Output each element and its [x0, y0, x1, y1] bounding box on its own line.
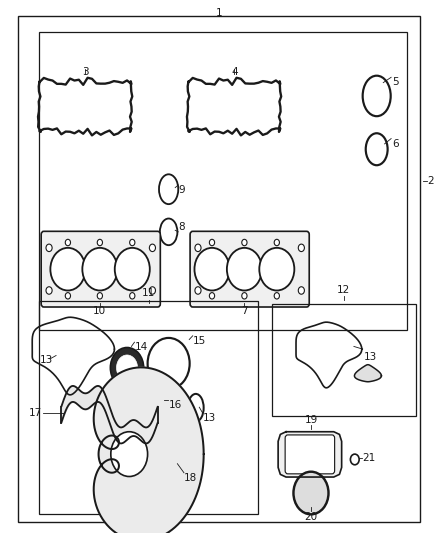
Circle shape [209, 239, 215, 246]
Bar [272, 304, 416, 416]
Text: 16: 16 [169, 400, 182, 410]
Text: 8: 8 [179, 222, 185, 232]
Text: 4: 4 [231, 67, 238, 77]
Circle shape [110, 348, 144, 388]
Circle shape [149, 287, 155, 294]
Circle shape [82, 248, 117, 290]
Circle shape [298, 287, 304, 294]
Circle shape [194, 248, 230, 290]
Text: 9: 9 [179, 185, 185, 196]
Circle shape [149, 244, 155, 252]
Circle shape [274, 293, 279, 299]
Circle shape [97, 293, 102, 299]
Circle shape [293, 472, 328, 514]
Text: 17: 17 [28, 408, 42, 418]
Text: 6: 6 [392, 139, 399, 149]
Bar [39, 301, 258, 514]
Circle shape [195, 287, 201, 294]
Circle shape [195, 244, 201, 252]
Text: 13: 13 [39, 355, 53, 365]
Text: 5: 5 [392, 77, 399, 87]
Circle shape [111, 432, 148, 477]
Text: 10: 10 [93, 306, 106, 317]
Circle shape [97, 239, 102, 246]
Text: 21: 21 [363, 454, 376, 463]
Text: 12: 12 [337, 285, 350, 295]
Text: 20: 20 [304, 512, 318, 522]
Polygon shape [278, 432, 342, 477]
Circle shape [242, 239, 247, 246]
FancyBboxPatch shape [190, 231, 309, 307]
Text: 7: 7 [241, 306, 248, 317]
Circle shape [50, 248, 85, 290]
Text: 11: 11 [142, 288, 155, 298]
Circle shape [65, 239, 71, 246]
FancyBboxPatch shape [41, 231, 160, 307]
Bar [39, 32, 407, 330]
Circle shape [259, 248, 294, 290]
Circle shape [242, 293, 247, 299]
Text: 19: 19 [304, 415, 318, 425]
Polygon shape [354, 365, 381, 382]
Text: 1: 1 [215, 8, 223, 18]
Circle shape [130, 293, 135, 299]
Circle shape [227, 248, 262, 290]
Text: 15: 15 [193, 336, 206, 346]
Text: 3: 3 [82, 67, 89, 77]
Text: 14: 14 [134, 342, 148, 352]
Text: 18: 18 [184, 473, 197, 483]
Circle shape [46, 287, 52, 294]
Circle shape [117, 355, 138, 381]
Circle shape [298, 244, 304, 252]
Circle shape [65, 293, 71, 299]
Polygon shape [94, 367, 204, 533]
FancyBboxPatch shape [285, 435, 335, 474]
Circle shape [115, 248, 150, 290]
Text: 13: 13 [364, 352, 377, 362]
Circle shape [46, 244, 52, 252]
Circle shape [274, 239, 279, 246]
Circle shape [130, 239, 135, 246]
Circle shape [209, 293, 215, 299]
Text: 2: 2 [427, 176, 434, 186]
Text: 13: 13 [202, 413, 215, 423]
